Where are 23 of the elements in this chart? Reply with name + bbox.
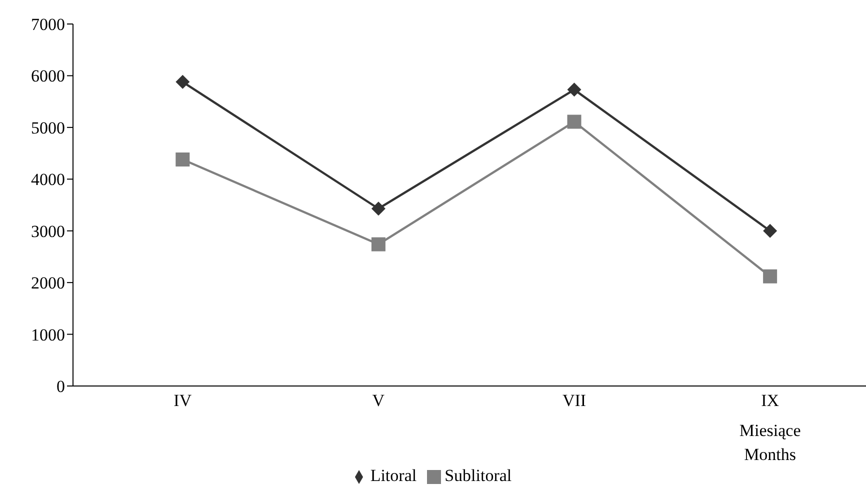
y-tick-label: 0 [56, 377, 65, 396]
point [763, 269, 778, 284]
x-axis-title: Miesiące Months [739, 421, 801, 464]
y-tick-label: 3000 [31, 222, 65, 241]
x-tick-label: IV [174, 391, 192, 410]
y-tick-label: 4000 [31, 170, 65, 190]
x-tick-label: VII [562, 391, 586, 410]
point [763, 224, 778, 238]
x-tick-label: V [372, 391, 386, 410]
point [176, 74, 190, 89]
y-tick-label: 6000 [31, 66, 65, 86]
point [567, 82, 582, 97]
y-tick-label: 7000 [31, 15, 65, 34]
point [567, 114, 582, 129]
point [371, 237, 386, 252]
x-tick-label: IX [761, 391, 780, 410]
y-tick-label: 5000 [31, 118, 65, 138]
legend-label: Sublitoral [444, 466, 512, 485]
point [371, 202, 386, 216]
point [176, 152, 190, 166]
legend-label: Litoral [370, 466, 417, 485]
y-tick-label: 1000 [31, 325, 65, 344]
y-tick-label: 2000 [31, 274, 65, 293]
